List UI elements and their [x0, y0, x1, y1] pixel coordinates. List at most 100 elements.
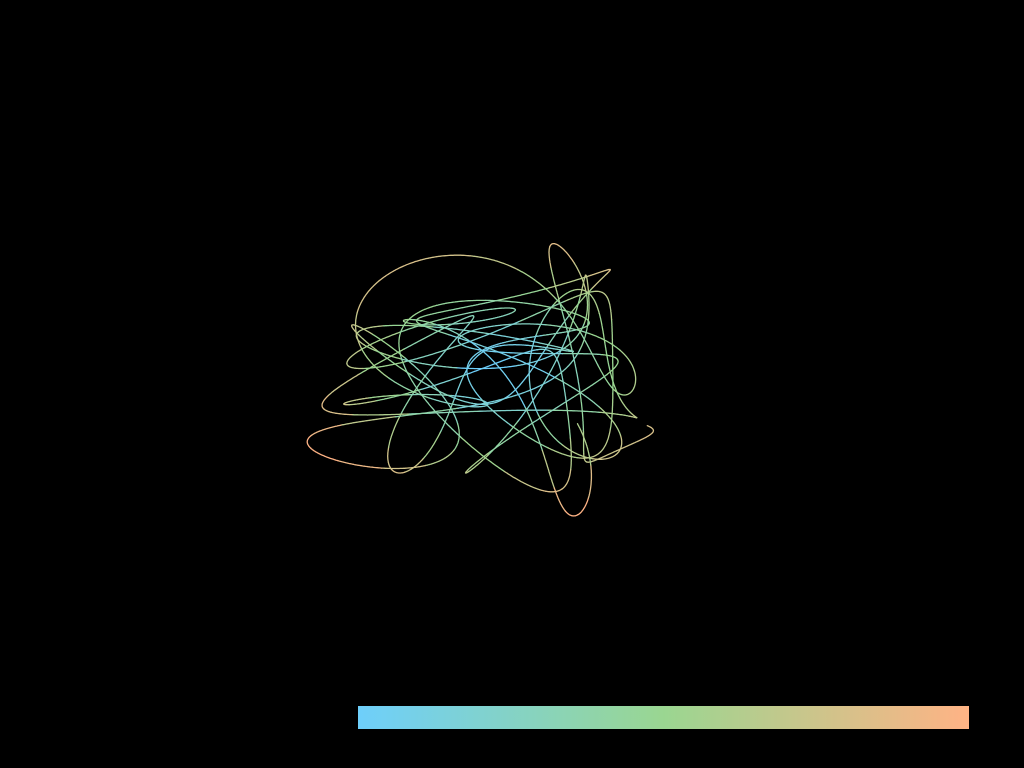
curve-segment	[600, 428, 612, 453]
curve-segment	[536, 348, 554, 355]
curve-segment	[351, 324, 356, 332]
curve-segment	[348, 399, 378, 406]
curve-segment	[600, 353, 619, 362]
curve-segment	[485, 299, 539, 306]
curve-segment	[467, 451, 491, 471]
trajectory-curve	[306, 242, 655, 517]
curve-segment	[421, 394, 462, 438]
curve-segment	[343, 402, 350, 406]
curve-segment	[306, 434, 313, 449]
curve-segment	[517, 300, 565, 323]
curve-segment	[497, 287, 550, 301]
curve-segment	[460, 436, 505, 472]
curve-segment	[517, 269, 556, 299]
curve-segment	[341, 416, 397, 426]
curve-segment	[403, 320, 419, 326]
curve-segment	[356, 280, 380, 314]
curve-segment	[467, 339, 502, 370]
curve-segment	[434, 323, 469, 341]
curve-segment	[417, 323, 450, 326]
curve-segment	[574, 322, 590, 331]
curve-segment	[489, 333, 541, 344]
curve-segment	[587, 292, 590, 321]
curve-segment	[420, 372, 470, 391]
curve-segment	[554, 348, 573, 353]
curve-segment	[466, 373, 483, 400]
curve-segment	[537, 414, 564, 446]
curve-segment	[559, 303, 573, 351]
curve-segment	[558, 245, 575, 264]
curve-segment	[490, 307, 515, 310]
curve-segment	[571, 348, 581, 396]
curve-segment	[545, 315, 570, 349]
curve-segment	[500, 323, 547, 326]
curve-segment	[424, 449, 455, 467]
curve-segment	[606, 359, 619, 376]
curve-segment	[420, 254, 472, 261]
curve-segment	[352, 413, 411, 416]
curve-segment	[498, 351, 556, 378]
curve-segment	[376, 388, 422, 402]
curve-segment	[354, 312, 362, 349]
curve-segment	[606, 296, 613, 321]
curve-segment	[346, 362, 364, 370]
curve-segment	[354, 330, 378, 351]
curve-segment	[586, 458, 599, 463]
curve-segment	[323, 408, 354, 416]
curve-segment	[407, 393, 452, 397]
curve-segment	[474, 341, 505, 356]
curve-segment	[564, 510, 579, 517]
curve-segment	[422, 432, 441, 460]
curve-segment	[580, 332, 599, 367]
curve-segment	[511, 425, 549, 449]
curve-segment	[404, 343, 463, 363]
curve-segment	[499, 368, 527, 409]
curve-segment	[483, 312, 511, 321]
curve-segment	[633, 370, 637, 389]
curve-segment	[503, 470, 541, 491]
curve-segment	[575, 313, 590, 324]
curve-segment	[623, 387, 635, 396]
curve-segment	[470, 255, 519, 271]
curve-segment	[577, 497, 590, 516]
curve-segment	[537, 304, 577, 315]
curve-segment	[546, 332, 570, 378]
curve-segment	[346, 348, 362, 365]
curve-segment	[548, 275, 590, 289]
curve-segment	[629, 411, 638, 419]
curve-segment	[457, 331, 469, 343]
curve-segment	[547, 409, 601, 414]
curve-segment	[572, 373, 608, 398]
curve-segment	[420, 309, 452, 318]
curve-segment	[598, 406, 622, 436]
curve-segment	[387, 446, 392, 470]
curve-segment	[439, 401, 454, 434]
curve-segment	[579, 277, 586, 298]
curve-segment	[449, 299, 499, 311]
curve-segment	[539, 488, 563, 493]
curve-segment	[547, 447, 581, 459]
curve-segment	[541, 449, 555, 489]
curve-segment	[375, 349, 411, 375]
curve-segment	[597, 364, 613, 389]
curve-segment	[573, 262, 587, 293]
curve-segment	[610, 318, 614, 355]
curve-segment	[586, 276, 590, 294]
curve-segment	[468, 357, 511, 375]
curve-segment	[404, 357, 439, 392]
curve-segment	[360, 347, 390, 379]
curve-segment	[579, 319, 589, 351]
curve-segment	[539, 342, 569, 351]
curve-segment	[535, 304, 554, 337]
curve-segment	[466, 354, 476, 375]
curve-segment	[611, 386, 626, 396]
curve-segment	[453, 423, 460, 452]
curve-segment	[528, 335, 537, 377]
curve-segment	[615, 434, 623, 456]
curve-segment	[362, 361, 406, 370]
curve-segment	[509, 307, 517, 315]
curve-segment	[561, 469, 572, 490]
curve-segment	[596, 450, 618, 461]
curve-segment	[576, 423, 592, 466]
curve-segment	[592, 290, 608, 298]
